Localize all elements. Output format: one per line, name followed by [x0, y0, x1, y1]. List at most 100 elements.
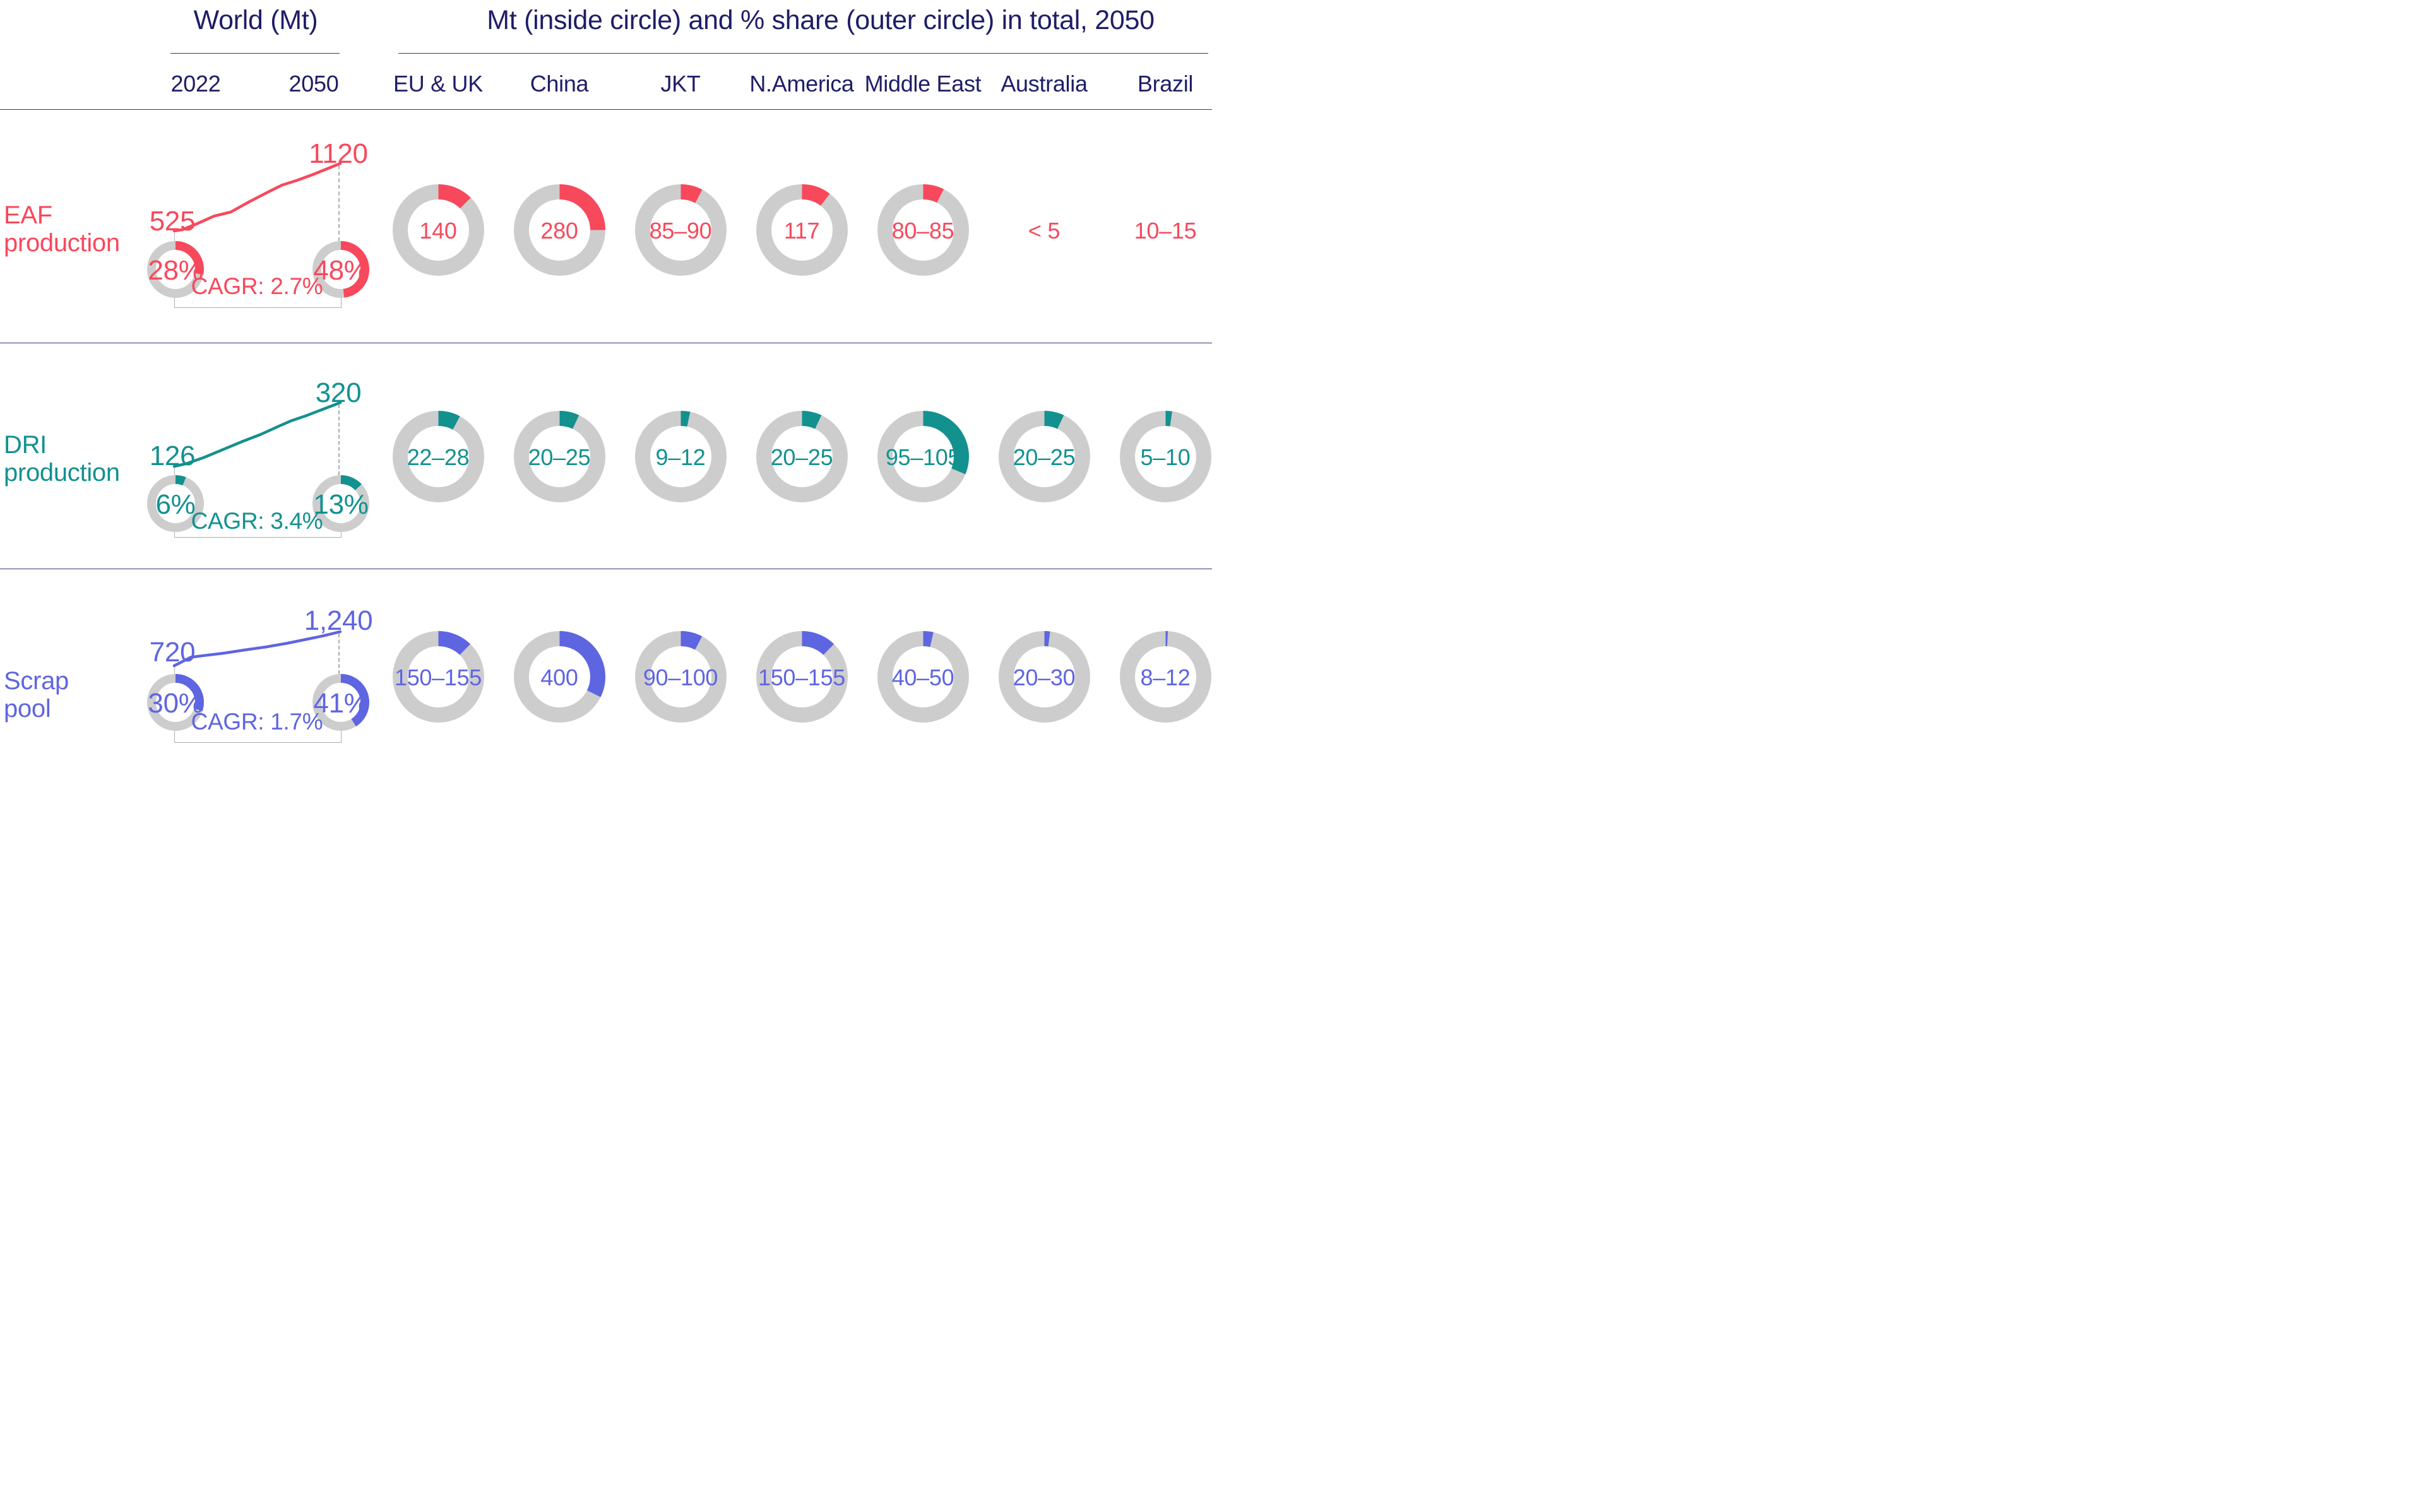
cagr-label: CAGR: 3.4% [191, 508, 323, 534]
world-start-value: 126 [149, 440, 196, 471]
region-value-scrap-pool-4: 40–50 [891, 664, 954, 690]
region-value-dri-production-0: 22–28 [407, 444, 470, 470]
region-value-eaf-production-2: 85–90 [649, 218, 712, 244]
region-column-header: China [530, 71, 589, 97]
donut-share-arc [756, 630, 848, 723]
region-donut-scrap-pool-6 [1119, 630, 1211, 723]
start-guide-tick [174, 667, 175, 674]
region-donut-dri-production-5 [998, 410, 1090, 502]
donut-share-arc [1119, 410, 1211, 502]
region-donut-eaf-production-3 [756, 184, 848, 276]
region-donut-dri-production-2 [634, 410, 727, 502]
region-donut-scrap-pool-5 [998, 630, 1090, 723]
row-label-line: pool [4, 694, 51, 723]
projection-dashed-guide [338, 165, 340, 241]
year-column-header: 2022 [170, 71, 221, 97]
region-donut-eaf-production-1 [513, 184, 605, 276]
region-value-eaf-production-6: 10–15 [1134, 218, 1197, 244]
cagr-bracket [174, 298, 342, 308]
row-label-line: Scrap [4, 667, 69, 695]
donut-share-arc [392, 410, 484, 502]
region-value-eaf-production-0: 140 [419, 218, 457, 244]
donut-share-arc [756, 410, 848, 502]
world-share-donut-2050 [312, 475, 369, 532]
donut-share-arc [312, 674, 369, 731]
cagr-bracket [174, 532, 342, 538]
world-end-value: 1,240 [304, 605, 373, 636]
trend-polyline [172, 630, 342, 668]
start-guide-tick [174, 233, 175, 241]
donut-share-arc [634, 630, 727, 723]
world-section-title: World (Mt) [193, 5, 318, 35]
region-column-header: N.America [749, 71, 854, 97]
world-share-label-2050: 41% [313, 688, 369, 719]
donut-share-arc [513, 410, 605, 502]
regions-title-underline [398, 53, 1208, 54]
header-separator-line [0, 109, 1212, 110]
donut-share-arc [634, 184, 727, 276]
row-label-dri-production: DRI production [4, 431, 120, 487]
region-value-eaf-production-3: 117 [783, 218, 820, 244]
region-value-scrap-pool-0: 150–155 [394, 664, 482, 690]
region-donut-scrap-pool-3 [756, 630, 848, 723]
donut-share-arc [877, 410, 969, 502]
world-trend-line [172, 401, 342, 468]
row-label-line: production [4, 228, 120, 257]
row-label-line: production [4, 458, 120, 487]
donut-share-arc [877, 630, 969, 723]
region-donut-scrap-pool-0 [392, 630, 484, 723]
region-donut-dri-production-4 [877, 410, 969, 502]
region-value-scrap-pool-3: 150–155 [758, 664, 846, 690]
region-donut-scrap-pool-2 [634, 630, 727, 723]
world-share-label-2022: 30% [148, 688, 203, 719]
region-value-eaf-production-1: 280 [540, 218, 578, 244]
trend-polyline [172, 401, 342, 468]
regions-section-title: Mt (inside circle) and % share (outer ci… [487, 5, 1155, 35]
year-column-header: 2050 [288, 71, 339, 97]
donut-share-arc [998, 630, 1090, 723]
region-value-scrap-pool-5: 20–30 [1013, 664, 1076, 690]
donut-share-arc [513, 184, 605, 276]
donut-share-arc [392, 184, 484, 276]
world-start-value: 720 [149, 637, 196, 668]
region-value-dri-production-4: 95–105 [885, 444, 961, 470]
region-donut-dri-production-3 [756, 410, 848, 502]
row-label-line: DRI [4, 431, 47, 459]
region-value-dri-production-3: 20–25 [770, 444, 833, 470]
region-donut-eaf-production-0 [392, 184, 484, 276]
donut-share-arc [1119, 630, 1211, 723]
region-value-scrap-pool-1: 400 [540, 664, 578, 690]
region-column-header: JKT [660, 71, 701, 97]
region-value-dri-production-1: 20–25 [528, 444, 591, 470]
world-trend-line [172, 630, 342, 668]
world-share-label-2022: 28% [148, 255, 203, 286]
region-value-dri-production-5: 20–25 [1013, 444, 1076, 470]
region-column-header: EU & UK [393, 71, 483, 97]
region-value-scrap-pool-2: 90–100 [643, 664, 718, 690]
donut-share-arc [756, 184, 848, 276]
world-share-label-2050: 48% [313, 255, 369, 286]
world-title-underline [170, 53, 340, 54]
projection-dashed-guide [338, 634, 340, 674]
region-column-header: Middle East [864, 71, 982, 97]
region-donut-eaf-production-4 [877, 184, 969, 276]
world-share-donut-2022 [147, 241, 204, 298]
start-guide-tick [174, 468, 175, 475]
trend-polyline [172, 162, 342, 233]
region-donut-dri-production-1 [513, 410, 605, 502]
donut-share-arc [634, 410, 727, 502]
region-column-header: Australia [1001, 71, 1088, 97]
region-donut-dri-production-6 [1119, 410, 1211, 502]
row-label-eaf-production: EAF production [4, 201, 120, 257]
world-share-donut-2022 [147, 674, 204, 731]
row-label-scrap-pool: Scrap pool [4, 667, 69, 723]
region-donut-dri-production-0 [392, 410, 484, 502]
row-label-line: EAF [4, 201, 52, 229]
cagr-label: CAGR: 2.7% [191, 273, 323, 299]
donut-share-arc [513, 630, 605, 723]
world-share-donut-2050 [312, 241, 369, 298]
projection-dashed-guide [338, 405, 340, 475]
world-end-value: 1120 [309, 138, 368, 169]
cagr-bracket [174, 731, 342, 743]
world-share-donut-2050 [312, 674, 369, 731]
